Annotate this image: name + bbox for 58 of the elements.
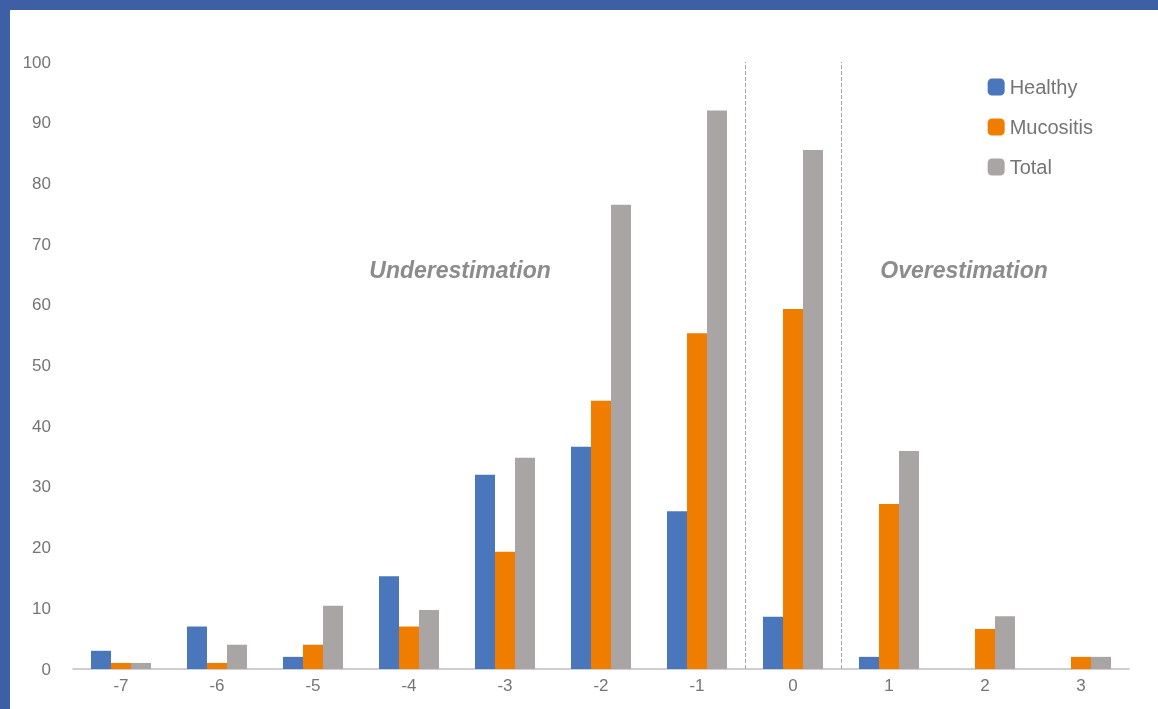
bar bbox=[687, 333, 707, 669]
legend-label: Mucositis bbox=[1009, 116, 1094, 138]
y-tick-label: 100 bbox=[22, 52, 51, 72]
bar bbox=[879, 503, 899, 669]
bar bbox=[783, 309, 803, 669]
y-tick-label: 60 bbox=[32, 295, 51, 315]
bar bbox=[859, 656, 879, 669]
y-tick-label: 50 bbox=[32, 356, 51, 375]
y-tick-label: 80 bbox=[32, 173, 51, 193]
annotation: Underestimation bbox=[369, 257, 551, 283]
bar bbox=[495, 551, 515, 669]
bar bbox=[763, 616, 783, 669]
legend-label: Healthy bbox=[1009, 76, 1078, 98]
bar bbox=[995, 616, 1015, 669]
x-tick-label: -1 bbox=[689, 676, 705, 695]
x-tick-label: 2 bbox=[980, 676, 990, 695]
x-tick-label: -7 bbox=[113, 676, 129, 695]
bar bbox=[707, 110, 727, 669]
bar bbox=[111, 662, 131, 669]
bar bbox=[187, 626, 207, 669]
bar bbox=[571, 446, 591, 669]
bar bbox=[667, 511, 687, 669]
y-tick-label: 20 bbox=[32, 538, 51, 558]
x-tick-label: 0 bbox=[788, 676, 798, 695]
bar bbox=[975, 628, 995, 669]
bar bbox=[399, 626, 419, 669]
y-tick-label: 10 bbox=[32, 598, 51, 618]
x-tick-label: -3 bbox=[497, 676, 513, 695]
x-tick-label: -2 bbox=[593, 676, 609, 695]
legend-label: Total bbox=[1009, 156, 1052, 178]
bar bbox=[323, 605, 343, 669]
x-tick-label: 1 bbox=[884, 676, 894, 695]
x-tick-label: -5 bbox=[305, 676, 321, 695]
bar bbox=[591, 400, 611, 669]
y-tick-label: 70 bbox=[32, 234, 51, 254]
bar bbox=[899, 451, 919, 669]
bar bbox=[1071, 656, 1091, 669]
bar bbox=[207, 662, 227, 669]
bar bbox=[131, 662, 151, 669]
x-tick-label: -4 bbox=[401, 676, 417, 695]
bar bbox=[227, 644, 247, 669]
y-tick-label: 30 bbox=[32, 477, 51, 497]
bar bbox=[303, 644, 323, 669]
bar bbox=[611, 204, 631, 669]
y-tick-label: 90 bbox=[32, 113, 51, 133]
bar bbox=[515, 457, 535, 669]
bar bbox=[475, 474, 495, 669]
bar bbox=[1091, 656, 1111, 669]
bar bbox=[803, 150, 823, 669]
y-tick-label: 0 bbox=[41, 659, 51, 679]
bar bbox=[283, 656, 303, 669]
bar bbox=[91, 650, 111, 669]
x-tick-label: 3 bbox=[1076, 676, 1086, 695]
bar bbox=[419, 610, 439, 669]
x-tick-label: -6 bbox=[209, 676, 225, 695]
annotation: Overestimation bbox=[880, 257, 1048, 283]
y-tick-label: 40 bbox=[32, 416, 51, 436]
bar bbox=[379, 576, 399, 669]
